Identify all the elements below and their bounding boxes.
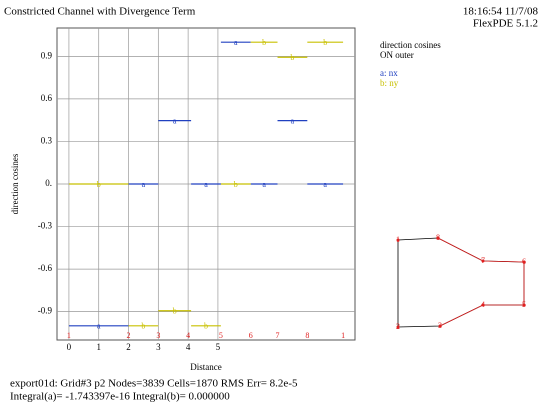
segment-label: a bbox=[291, 116, 295, 125]
chart-title: Constricted Channel with Divergence Term bbox=[4, 6, 196, 18]
domain-node bbox=[396, 325, 400, 329]
boundary-node-label: 5 bbox=[219, 331, 223, 340]
domain-node-label: 4 bbox=[481, 300, 485, 309]
domain-node-label: 7 bbox=[481, 256, 485, 265]
y-tick-label: -0.9 bbox=[38, 306, 53, 316]
domain-node bbox=[481, 259, 485, 263]
domain-node bbox=[396, 238, 400, 242]
segment-label: a bbox=[234, 38, 238, 47]
legend-subtitle: ON outer bbox=[380, 50, 414, 60]
segment-label: a bbox=[262, 180, 266, 189]
segment-label: a bbox=[173, 116, 177, 125]
boundary-node-label: 7 bbox=[276, 331, 280, 340]
domain-node-label: 6 bbox=[522, 257, 526, 266]
y-tick-label: -0.3 bbox=[38, 221, 53, 231]
legend-title: direction cosines bbox=[380, 40, 441, 50]
segment-label: b bbox=[97, 180, 101, 189]
boundary-node-label: 6 bbox=[249, 331, 253, 340]
x-tick-label: 1 bbox=[96, 342, 101, 352]
segment-label: a bbox=[142, 180, 146, 189]
domain-node bbox=[438, 324, 442, 328]
segment-label: b bbox=[323, 38, 327, 47]
segment-label: b bbox=[173, 307, 177, 316]
y-axis-label: direction cosines bbox=[10, 153, 20, 214]
boundary-node-label: 1 bbox=[341, 331, 345, 340]
legend-entry: a: nx bbox=[380, 68, 398, 78]
timestamp: 18:16:54 11/7/08 bbox=[463, 6, 539, 18]
segment-label: a bbox=[323, 180, 327, 189]
domain-node-label: 5 bbox=[522, 300, 526, 309]
domain-node bbox=[522, 303, 526, 307]
y-tick-label: 0.9 bbox=[41, 50, 53, 60]
boundary-node-label: 1 bbox=[67, 331, 71, 340]
y-tick-label: 0.3 bbox=[41, 136, 53, 146]
y-tick-label: 0.6 bbox=[41, 93, 53, 103]
segment-label: b bbox=[234, 180, 238, 189]
domain-node-label: 1 bbox=[396, 235, 400, 244]
x-axis-label: Distance bbox=[190, 362, 222, 372]
segment-label: b bbox=[141, 322, 145, 331]
domain-node-label: 2 bbox=[396, 322, 400, 331]
y-tick-label: -0.6 bbox=[38, 263, 53, 273]
boundary-node-label: 4 bbox=[186, 331, 190, 340]
domain-node bbox=[481, 303, 485, 307]
boundary-node-label: 3 bbox=[156, 331, 160, 340]
segment-label: b bbox=[290, 53, 294, 62]
boundary-node-label: 8 bbox=[305, 331, 309, 340]
boundary-node-label: 2 bbox=[127, 331, 131, 340]
y-tick-label: 0. bbox=[45, 178, 52, 188]
version: FlexPDE 5.1.2 bbox=[473, 18, 538, 30]
domain-node bbox=[522, 260, 526, 264]
x-tick-label: 0 bbox=[67, 342, 72, 352]
x-tick-label: 3 bbox=[156, 342, 161, 352]
segment-label: b bbox=[204, 322, 208, 331]
segment-label: a bbox=[204, 180, 208, 189]
footer-line: Integral(a)= -1.743397e-16 Integral(b)= … bbox=[10, 391, 230, 403]
x-tick-label: 4 bbox=[186, 342, 191, 352]
segment-label: a bbox=[97, 322, 101, 331]
domain-boundary bbox=[437, 237, 525, 327]
domain-node-label: 8 bbox=[436, 233, 440, 242]
domain-node-label: 3 bbox=[438, 321, 442, 330]
footer-line: export01d: Grid#3 p2 Nodes=3839 Cells=18… bbox=[10, 378, 298, 390]
domain-node bbox=[436, 236, 440, 240]
legend-entry: b: ny bbox=[380, 78, 399, 88]
x-tick-label: 2 bbox=[126, 342, 131, 352]
segment-label: b bbox=[262, 38, 266, 47]
x-tick-label: 5 bbox=[216, 342, 221, 352]
